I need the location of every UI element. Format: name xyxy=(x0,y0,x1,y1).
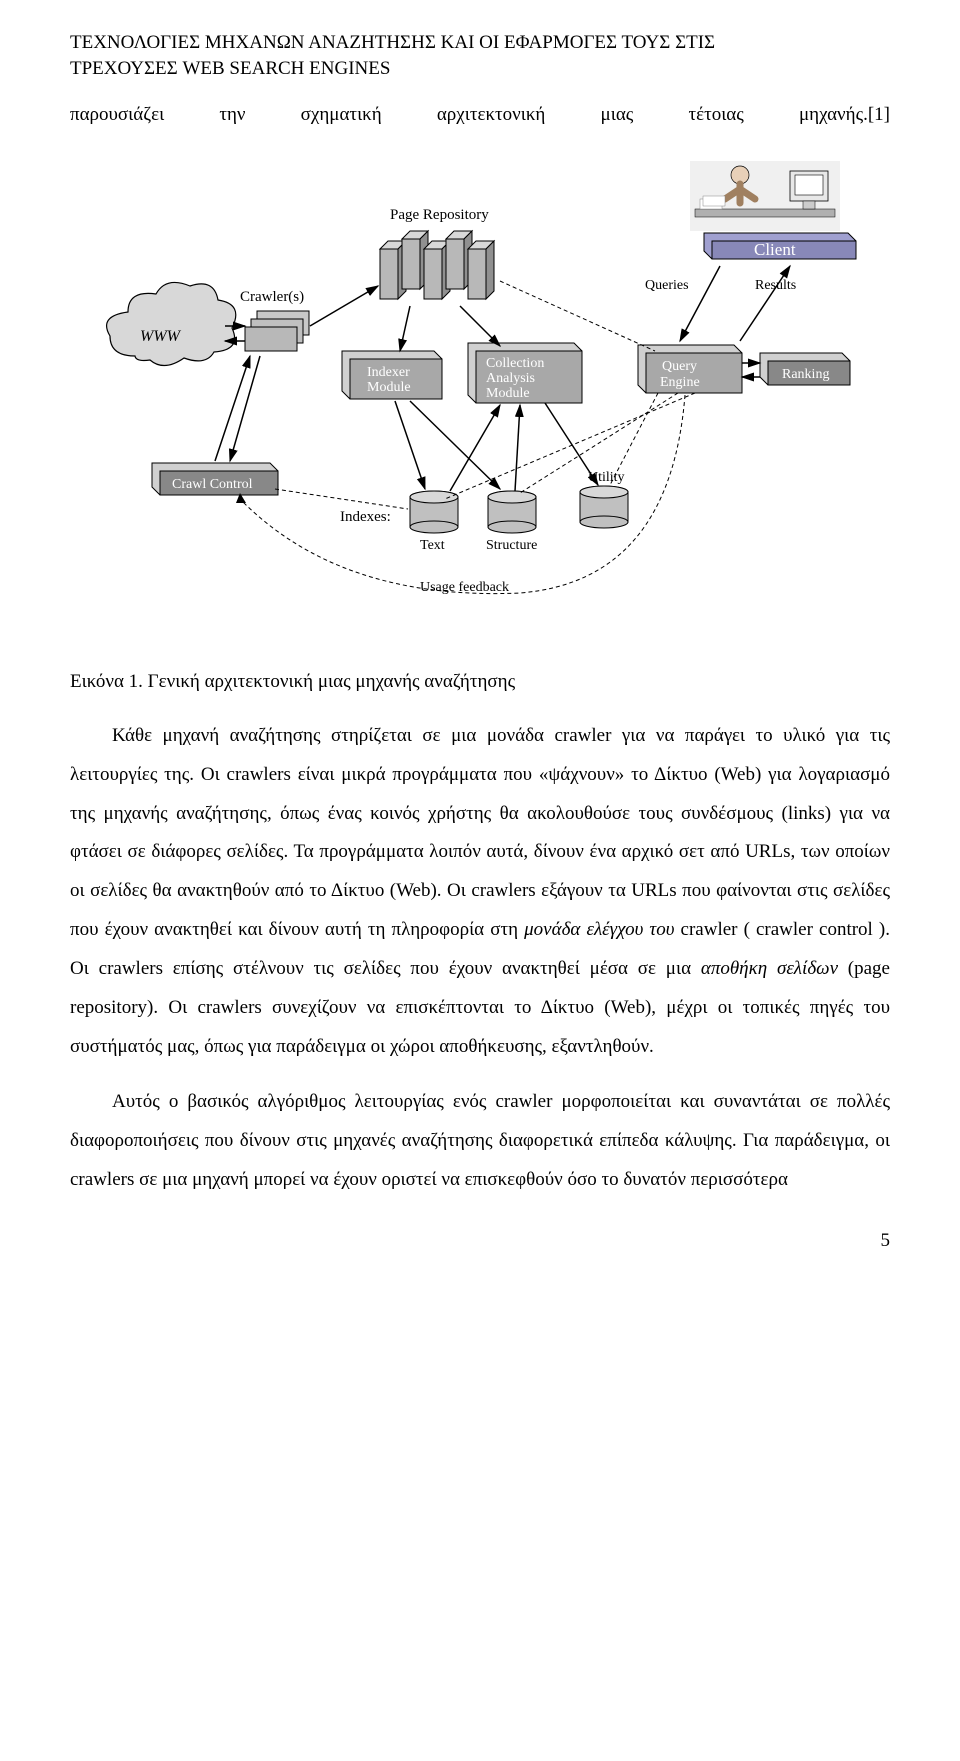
crawl-control-box: Crawl Control xyxy=(152,463,278,495)
page-repository-stack xyxy=(380,231,494,299)
p1-it1: μονάδα ελέγχου του xyxy=(524,919,674,940)
figure-caption: Εικόνα 1. Γενική αρχιτεκτονική μιας μηχα… xyxy=(70,671,890,693)
intro-ref: [1] xyxy=(868,104,890,125)
crawlers-stack xyxy=(245,311,309,351)
structure-label: Structure xyxy=(486,538,537,553)
header-line-1: ΤΕΧΝΟΛΟΓΙΕΣ ΜΗΧΑΝΩΝ ΑΝΑΖΗΤΗΣΗΣ ΚΑΙ ΟΙ ΕΦ… xyxy=(70,32,715,53)
paragraph-1: Κάθε μηχανή αναζήτησης στηρίζεται σε μια… xyxy=(70,717,890,1067)
text-index xyxy=(410,491,458,533)
results-label: Results xyxy=(755,278,796,293)
intro-prefix: παρουσιάζει την σχηματική αρχιτεκτονική … xyxy=(70,104,868,125)
page: ΤΕΧΝΟΛΟΓΙΕΣ ΜΗΧΑΝΩΝ ΑΝΑΖΗΤΗΣΗΣ ΚΑΙ ΟΙ ΕΦ… xyxy=(0,0,960,1292)
header-line-2: ΤΡΕΧΟΥΣΕΣ WEB SEARCH ENGINES xyxy=(70,58,390,79)
client-label: Client xyxy=(754,240,796,259)
client-illustration xyxy=(690,161,840,231)
page-repository-label: Page Repository xyxy=(390,207,489,223)
running-header: ΤΕΧΝΟΛΟΓΙΕΣ ΜΗΧΑΝΩΝ ΑΝΑΖΗΤΗΣΗΣ ΚΑΙ ΟΙ ΕΦ… xyxy=(70,30,890,81)
utility-index xyxy=(580,486,628,528)
client-box: Client xyxy=(704,233,856,259)
ranking-box: Ranking xyxy=(760,353,850,385)
architecture-diagram: Client Page Repository xyxy=(70,141,890,641)
svg-text:Indexer: Indexer xyxy=(367,365,410,380)
svg-text:Engine: Engine xyxy=(660,375,700,390)
indexes-label: Indexes: xyxy=(340,509,391,525)
queries-label: Queries xyxy=(645,278,689,293)
p1-it2: αποθήκη σελίδων xyxy=(701,958,838,979)
svg-text:Query: Query xyxy=(662,359,697,374)
svg-text:Collection: Collection xyxy=(486,356,544,371)
svg-text:Module: Module xyxy=(367,380,411,395)
paragraph-2: Αυτός ο βασικός αλγόριθμος λειτουργίας ε… xyxy=(70,1083,890,1200)
www-label: WWW xyxy=(140,328,182,345)
structure-index xyxy=(488,491,536,533)
usage-feedback-label: Usage feedback xyxy=(420,580,509,595)
ranking-label: Ranking xyxy=(782,367,829,382)
crawlers-label: Crawler(s) xyxy=(240,289,304,305)
svg-text:Module: Module xyxy=(486,386,530,401)
indexer-module-box: Indexer Module xyxy=(342,351,442,399)
svg-text:Analysis: Analysis xyxy=(486,371,535,386)
intro-line: παρουσιάζει την σχηματική αρχιτεκτονική … xyxy=(70,100,890,130)
collection-analysis-box: Collection Analysis Module xyxy=(468,343,582,403)
text-label: Text xyxy=(420,538,445,553)
p1-t1: Κάθε μηχανή αναζήτησης στηρίζεται σε μια… xyxy=(70,725,890,941)
www-cloud: WWW xyxy=(107,282,236,365)
page-number: 5 xyxy=(70,1230,890,1252)
diagram-svg: Client Page Repository xyxy=(100,141,860,641)
crawl-control-label: Crawl Control xyxy=(172,477,253,492)
query-engine-box: Query Engine xyxy=(638,345,742,393)
